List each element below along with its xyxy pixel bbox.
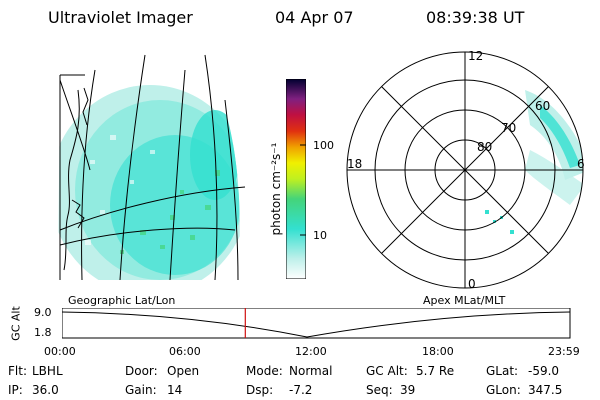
glon-label: GLon: [486,383,521,397]
timeline-plot [62,308,571,339]
timeline-ytick-high: 9.0 [34,306,52,319]
colorbar-tick-10: 10 [313,229,327,242]
door-label: Door: [125,364,158,378]
glon-value: 347.5 [528,383,563,397]
gcalt-label: GC Alt: [366,364,408,378]
xtick-0000: 00:00 [44,345,76,358]
colorbar-unit-label: photon cm⁻²s⁻¹ [269,142,283,236]
mlt-label-18: 18 [347,157,362,171]
lat-label-60: 60 [535,99,550,113]
colorbar-tick-100: 100 [313,139,334,152]
seq-value: 39 [400,383,416,397]
dsp-label: Dsp: [246,383,274,397]
mode-label: Mode: [246,364,283,378]
polar-map: 12 18 6 0 80 70 60 [346,49,585,290]
mlt-label-12: 12 [468,49,483,63]
gain-value: 14 [167,383,183,397]
geographic-label: Geographic Lat/Lon [68,294,176,307]
glat-value: -59.0 [528,364,560,378]
xtick-1800: 18:00 [422,345,454,358]
flt-label: Flt: [8,364,27,378]
mode-value: Normal [289,364,333,378]
mlt-label-6: 6 [577,157,585,171]
xtick-2359: 23:59 [548,345,580,358]
gain-label: Gain: [125,383,157,397]
glat-label: GLat: [486,364,519,378]
ip-value: 36.0 [32,383,59,397]
door-value: Open [167,364,200,378]
colorbar [286,79,306,279]
seq-label: Seq: [366,383,393,397]
date-label: 04 Apr 07 [275,8,354,27]
timeline-axis-label: GC Alt [9,306,23,341]
lat-label-70: 70 [501,121,516,135]
gcalt-value: 5.7 Re [416,364,455,378]
mlt-label-0: 0 [468,277,476,290]
flt-value: LBHL [32,364,63,378]
aurora-image-left [58,85,240,280]
ip-label: IP: [8,383,23,397]
instrument-title: Ultraviolet Imager [48,8,193,27]
dsp-value: -7.2 [289,383,313,397]
time-label: 08:39:38 UT [426,8,525,27]
lat-label-80: 80 [477,140,492,154]
xtick-1200: 12:00 [295,345,327,358]
apex-label: Apex MLat/MLT [423,294,506,307]
geographic-map [58,54,246,281]
timeline-ytick-low: 1.8 [34,326,52,339]
xtick-0600: 06:00 [169,345,201,358]
